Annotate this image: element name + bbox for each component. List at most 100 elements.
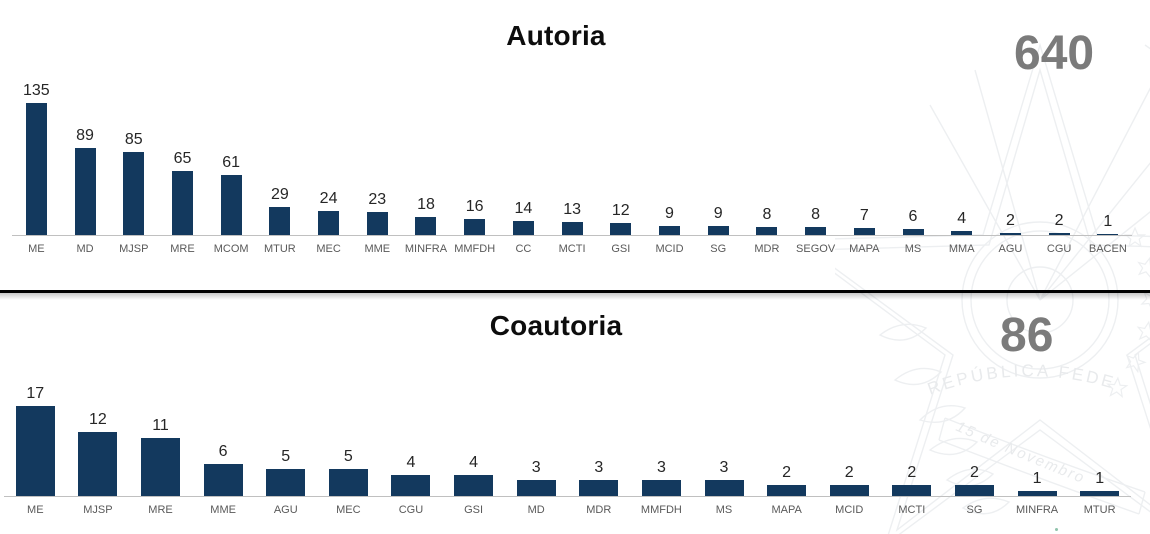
x-axis-label: BACEN xyxy=(1088,243,1127,255)
bar xyxy=(756,227,778,235)
x-axis-label: MEC xyxy=(336,504,361,516)
x-axis-label: CC xyxy=(515,243,532,255)
x-axis-label: ME xyxy=(28,243,45,255)
bar-column: 9 xyxy=(694,77,743,235)
value-label: 8 xyxy=(811,205,821,223)
x-axis-label: MS xyxy=(715,504,733,516)
value-label: 3 xyxy=(594,458,604,476)
bar xyxy=(805,227,827,235)
bar-column: 12 xyxy=(596,77,645,235)
x-axis-label: MCTI xyxy=(898,504,926,516)
bar xyxy=(464,219,486,235)
x-axis-label: MMFDH xyxy=(454,243,496,255)
coautoria-panel: Coautoria 86 17 12 11 6 5 5 4 4 3 3 3 3 2 2 2 2 1 1 ME MJS… xyxy=(0,293,1150,534)
coautoria-plot-area: 17 12 11 6 5 5 4 4 3 3 3 3 2 2 2 2 1 1 xyxy=(4,381,1131,496)
value-label: 14 xyxy=(514,199,533,217)
bar-column: 1 xyxy=(1083,77,1132,235)
x-axis-label: MS xyxy=(904,243,922,255)
bar xyxy=(610,223,632,235)
value-label: 61 xyxy=(222,153,241,171)
value-label: 17 xyxy=(26,384,45,402)
x-axis-label: MCID xyxy=(835,504,864,516)
bar xyxy=(892,485,932,496)
bar-column: 23 xyxy=(353,77,402,235)
bar-column: 85 xyxy=(109,77,158,235)
bar-column: 6 xyxy=(889,77,938,235)
bar-column: 3 xyxy=(630,381,693,496)
x-axis-label: SG xyxy=(966,504,983,516)
x-axis-label: MAPA xyxy=(771,504,802,516)
bar-column: 4 xyxy=(380,381,443,496)
bar xyxy=(767,485,807,496)
x-axis-label: MRE xyxy=(148,504,173,516)
x-axis-label: AGU xyxy=(273,504,298,516)
stray-dot xyxy=(1055,528,1058,531)
value-label: 12 xyxy=(611,201,630,219)
bar-column: 4 xyxy=(442,381,505,496)
value-label: 2 xyxy=(1054,211,1064,229)
bar-column: 6 xyxy=(192,381,255,496)
bar xyxy=(269,207,291,235)
bar-column: 2 xyxy=(1035,77,1084,235)
x-axis-label: MAPA xyxy=(849,243,880,255)
bar xyxy=(951,231,973,235)
bar-column: 1 xyxy=(1068,381,1131,496)
coautoria-bar-chart: 17 12 11 6 5 5 4 4 3 3 3 3 2 2 2 2 1 1 ME MJSP MRE MME AGU MEC… xyxy=(4,381,1131,516)
bar xyxy=(658,226,680,235)
value-label: 1 xyxy=(1032,469,1042,487)
bar-column: 14 xyxy=(499,77,548,235)
bar xyxy=(579,480,619,496)
bar-column: 135 xyxy=(12,77,61,235)
value-label: 2 xyxy=(1005,211,1015,229)
bar xyxy=(999,233,1021,235)
x-axis-label: CGU xyxy=(1046,243,1072,255)
bar-column: 5 xyxy=(317,381,380,496)
bar xyxy=(902,229,924,235)
bar-column: 13 xyxy=(548,77,597,235)
x-axis-label: MCOM xyxy=(213,243,249,255)
bar xyxy=(954,485,994,496)
value-label: 9 xyxy=(665,204,674,222)
value-label: 13 xyxy=(563,200,581,218)
value-label: 135 xyxy=(23,81,50,99)
bar-column: 8 xyxy=(743,77,792,235)
bar-column: 2 xyxy=(818,381,881,496)
bar xyxy=(366,212,388,235)
value-label: 4 xyxy=(957,209,967,227)
bar-column: 2 xyxy=(986,77,1035,235)
value-label: 4 xyxy=(406,453,416,471)
bar-column: 16 xyxy=(450,77,499,235)
x-axis-label: MD xyxy=(527,504,545,516)
bar xyxy=(391,475,431,496)
x-axis-label: MD xyxy=(76,243,94,255)
autoria-plot-area: 135 89 85 65 61 29 24 23 18 16 14 13 12 9 9 8 8 7 6 4 2 2 1 xyxy=(12,77,1132,235)
bar-column: 4 xyxy=(937,77,986,235)
x-axis-label: MJSP xyxy=(119,243,149,255)
autoria-x-axis: ME MD MJSP MRE MCOM MTUR MEC MME MINFRA MMFDH CC MC… xyxy=(12,235,1132,255)
bar xyxy=(318,211,340,235)
value-label: 9 xyxy=(713,204,723,222)
x-axis-label: GSI xyxy=(464,504,484,516)
bar-column: 3 xyxy=(567,381,630,496)
value-label: 5 xyxy=(343,447,353,465)
x-axis-label: MMA xyxy=(948,243,975,255)
coautoria-x-axis: ME MJSP MRE MME AGU MEC CGU GSI MD MDR MMFDH MS MAPA… xyxy=(4,496,1131,516)
bar-column: 61 xyxy=(207,77,256,235)
value-label: 2 xyxy=(969,463,979,481)
value-label: 7 xyxy=(859,206,869,224)
value-label: 2 xyxy=(782,463,792,481)
bar-column: 65 xyxy=(158,77,207,235)
value-label: 18 xyxy=(417,195,435,213)
value-label: 85 xyxy=(124,130,143,148)
bar-column: 5 xyxy=(254,381,317,496)
bar xyxy=(171,171,193,235)
value-label: 1 xyxy=(1095,469,1105,487)
bar-column: 18 xyxy=(402,77,451,235)
x-axis-label: MRE xyxy=(170,243,195,255)
bar xyxy=(220,175,242,235)
x-axis-label: CGU xyxy=(398,504,424,516)
value-label: 29 xyxy=(270,185,289,203)
value-label: 8 xyxy=(762,205,772,223)
bar xyxy=(25,103,47,235)
value-label: 11 xyxy=(152,416,169,434)
